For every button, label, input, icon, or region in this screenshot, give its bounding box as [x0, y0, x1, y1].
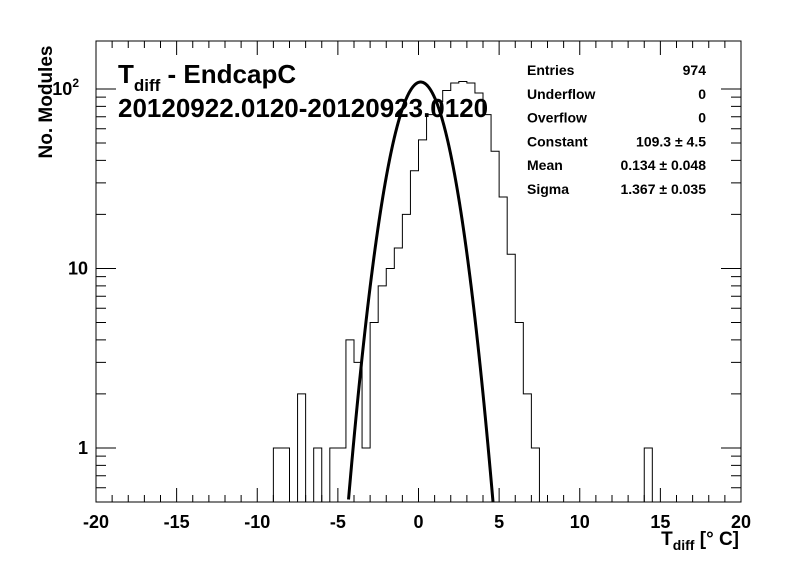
- stats-value: 0.134 ± 0.048: [620, 157, 706, 173]
- stats-value: 0: [698, 86, 706, 102]
- x-tick-label: 15: [650, 512, 670, 532]
- x-tick-label: -5: [330, 512, 346, 532]
- stats-label: Sigma: [527, 181, 569, 197]
- y-axis-label: No. Modules: [36, 46, 57, 159]
- y-tick-label: 1: [78, 438, 88, 458]
- x-tick-label: 0: [413, 512, 423, 532]
- stats-label: Underflow: [527, 86, 596, 102]
- y-tick-label: 10: [68, 258, 88, 278]
- histogram-steps: [96, 81, 741, 503]
- stats-label: Entries: [527, 62, 575, 78]
- x-tick-label: -20: [83, 512, 109, 532]
- y-tick-label: 102: [52, 76, 79, 99]
- stats-value: 1.367 ± 0.035: [620, 181, 706, 197]
- stats-label: Constant: [527, 133, 588, 149]
- x-tick-label: 10: [570, 512, 590, 532]
- x-tick-label: 5: [494, 512, 504, 532]
- stats-value: 0: [698, 110, 706, 126]
- tick-labels: -20 -15 -10 -5 0 5 10 15 20 1 10 102: [52, 76, 751, 532]
- gaussian-fit-curve: [347, 80, 495, 502]
- x-tick-label: 20: [731, 512, 751, 532]
- stats-value: 974: [683, 62, 707, 78]
- x-axis-label: Tdiff [° C]: [661, 529, 739, 553]
- chart-title: Tdiff - EndcapC: [118, 59, 296, 95]
- stats-box: Entries 974 Underflow 0 Overflow 0 Constant 109…: [527, 62, 706, 197]
- chart-subtitle: 20120922.0120-20120923.0120: [118, 93, 488, 123]
- stats-value: 109.3 ± 4.5: [636, 133, 706, 149]
- stats-label: Mean: [527, 157, 563, 173]
- x-tick-label: -10: [244, 512, 270, 532]
- stats-label: Overflow: [527, 110, 587, 126]
- x-tick-label: -15: [164, 512, 190, 532]
